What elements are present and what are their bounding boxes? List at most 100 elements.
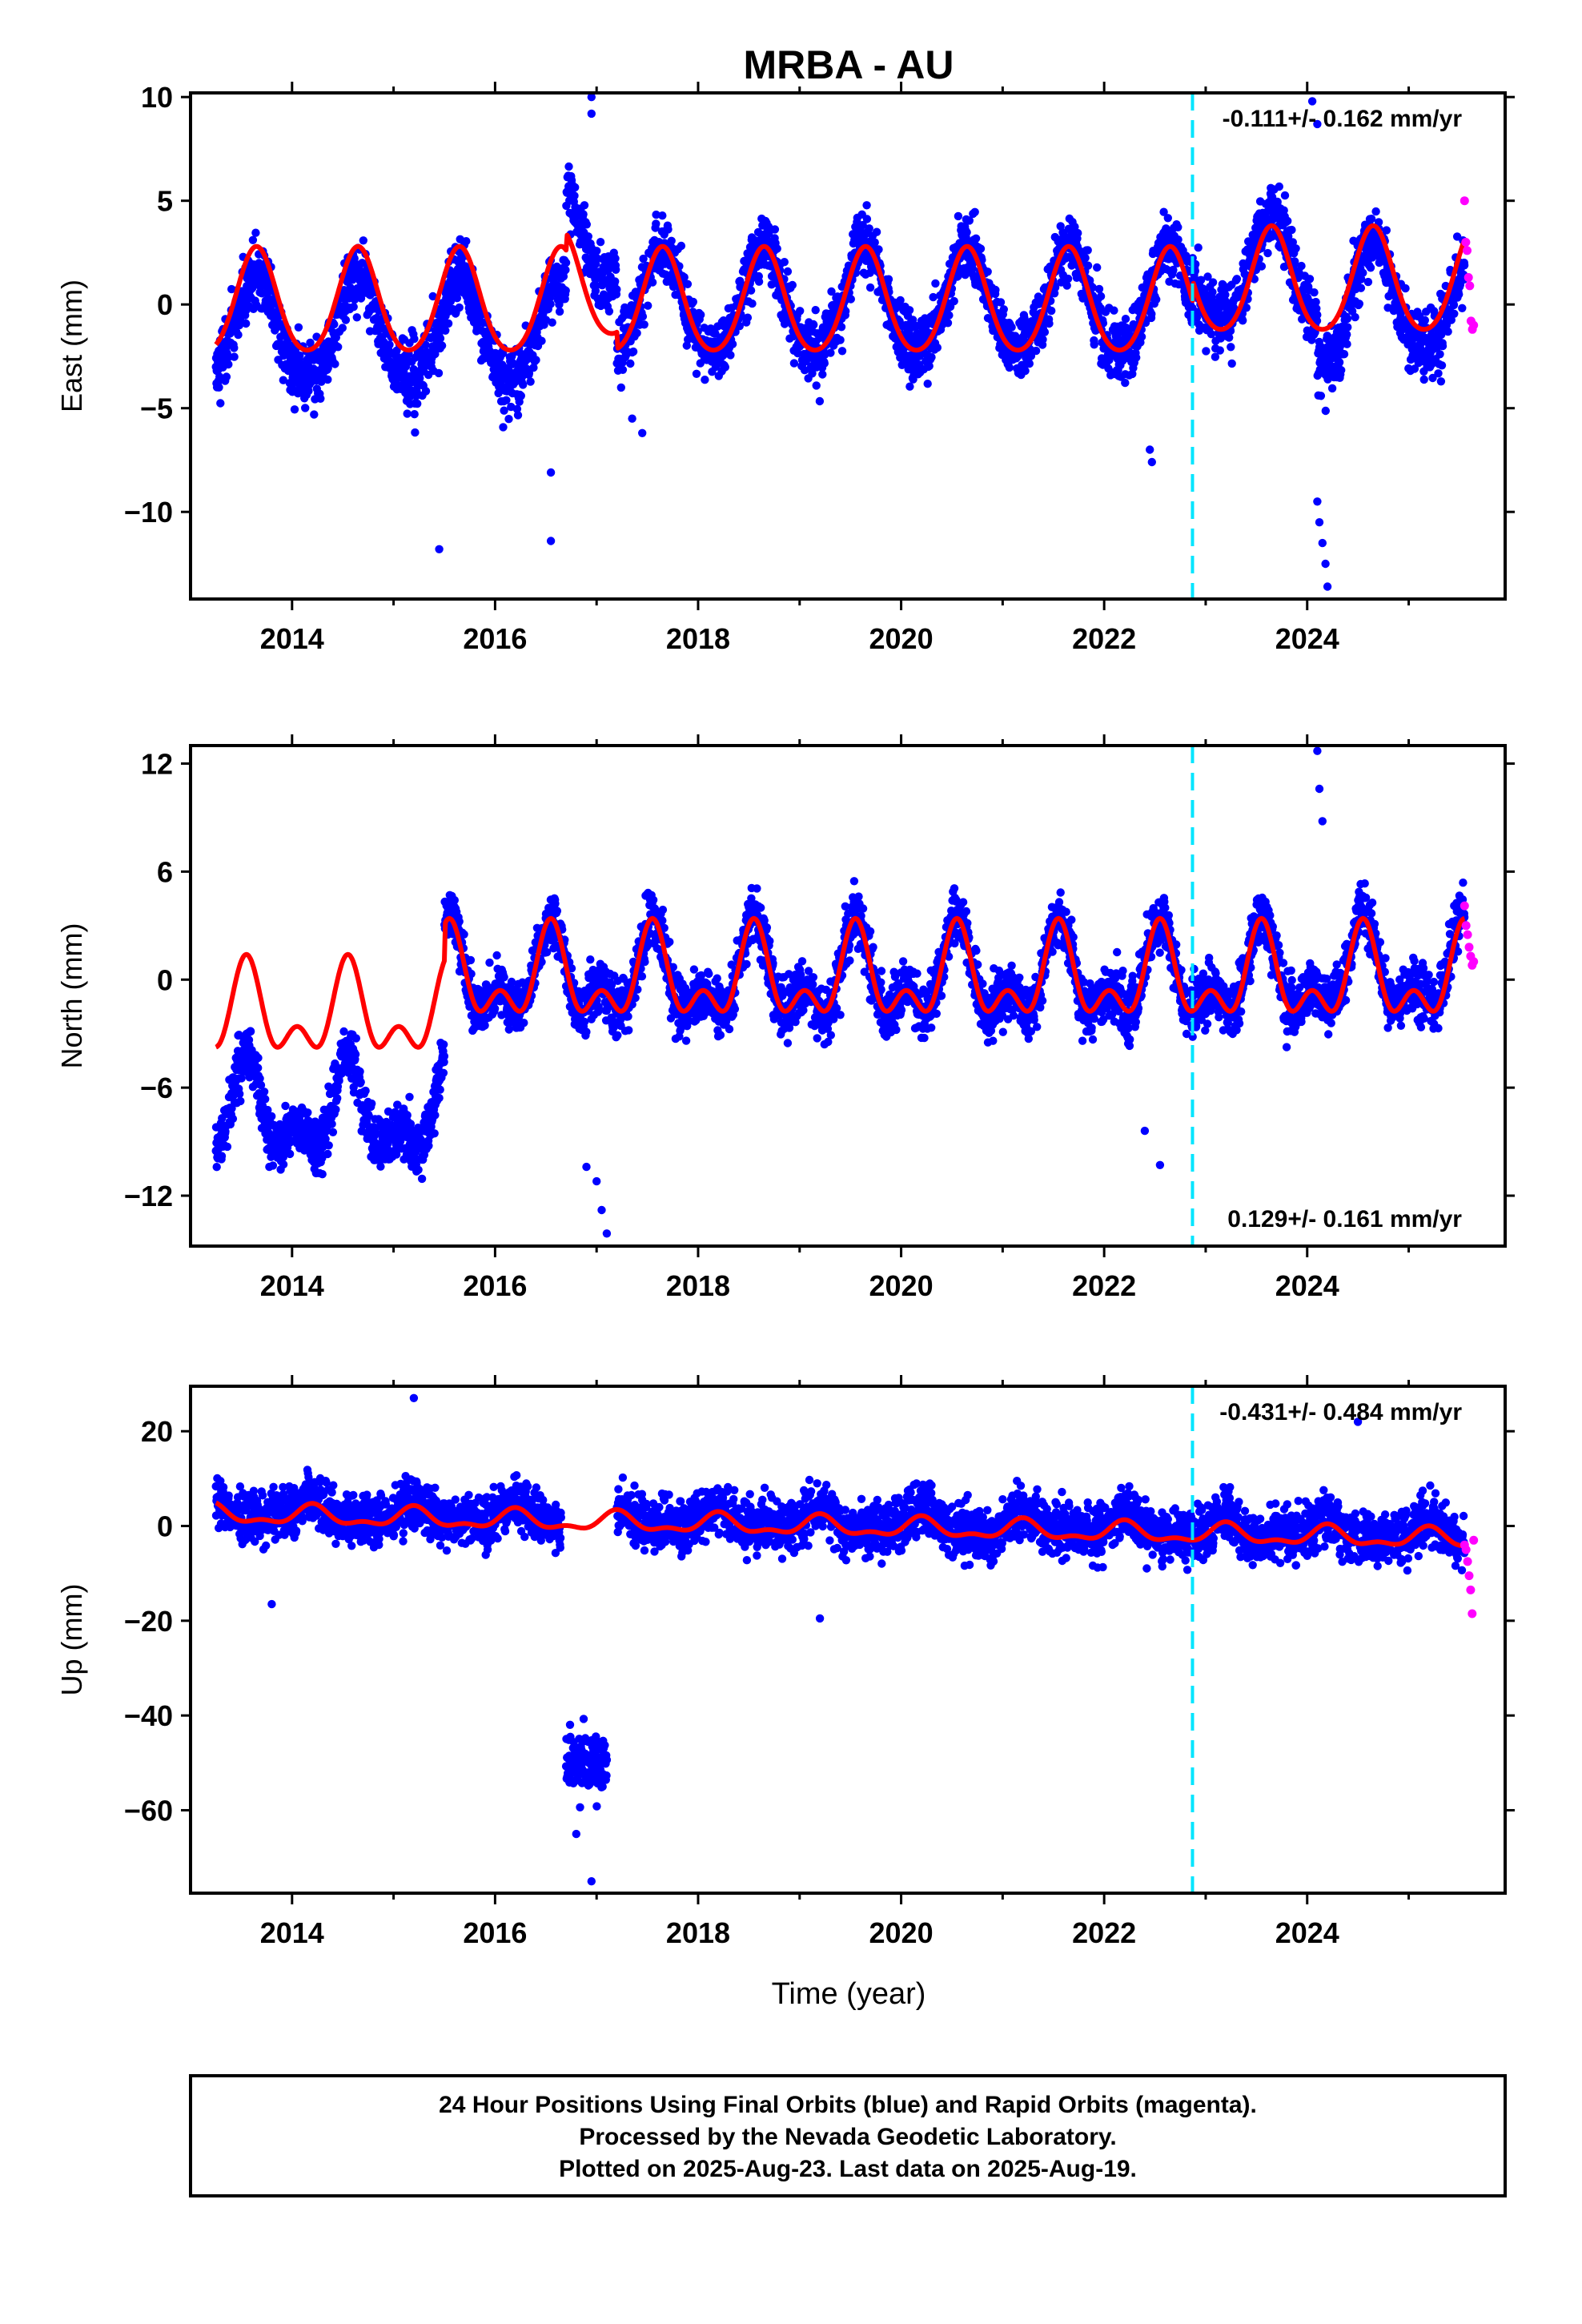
east-final-point [1031,346,1041,356]
east-final-point [991,285,1000,295]
east-final-point [896,296,905,305]
east-final-point [626,359,635,368]
east-final-point [334,343,343,352]
east-final-point [1357,275,1366,283]
east-final-point [338,324,347,332]
east-final-point [294,323,303,332]
north-final-point [267,1112,276,1121]
east-final-point [1366,263,1375,272]
north-final-point [263,1105,272,1115]
east-final-points [211,93,1469,591]
east-final-point [1081,253,1090,263]
east-y-tick-label: −5 [140,392,173,425]
east-final-point [428,292,437,301]
east-final-point [222,372,231,381]
east-final-point [1025,359,1034,368]
east-final-point [331,360,339,368]
east-model-curve [214,223,1468,353]
east-final-point [1279,206,1288,215]
east-final-point [968,264,978,273]
east-final-point [421,340,430,349]
east-final-point [230,344,239,352]
north-final-point [259,1088,269,1096]
east-final-point [1239,316,1247,325]
east-x-tick-label: 2014 [260,622,324,655]
east-final-point [931,279,940,288]
east-final-point [1203,272,1212,281]
east-y-axis-label: East (mm) [55,279,88,412]
east-outlier-point [638,428,647,437]
east-final-point [230,352,239,361]
north-final-point [376,1162,385,1171]
east-final-point [764,222,773,231]
east-final-point [612,265,620,274]
east-final-point [683,279,693,288]
east-final-point [728,340,737,348]
east-final-point [570,191,579,200]
east-final-point [330,320,339,329]
north-final-point [450,895,459,905]
east-final-point [736,276,745,285]
east-final-point [1021,366,1030,376]
east-final-point [667,236,676,245]
east-rapid-point [1469,320,1479,330]
east-x-tick-label: 2024 [1275,622,1339,655]
east-rapid-points [1460,196,1479,334]
east-final-point [1227,359,1236,368]
east-final-point [1110,306,1118,315]
east-final-point [410,410,419,419]
east-final-point [1159,207,1168,216]
east-final-point [215,383,223,392]
east-final-point [1305,275,1315,283]
east-final-point [611,254,620,263]
east-final-point [837,323,846,332]
north-final-point [285,1149,295,1159]
east-final-point [905,306,914,315]
north-final-point [440,1040,448,1049]
east-final-point [592,281,600,290]
east-final-point [962,227,971,237]
east-final-point [310,410,319,419]
east-final-point [1137,332,1146,341]
east-final-point [680,273,689,282]
east-final-point [836,336,845,344]
east-final-point [618,365,628,374]
north-final-point [356,1078,365,1087]
east-final-point [437,341,447,350]
east-final-point [306,338,315,348]
east-final-point [909,316,917,324]
east-outlier-point [1307,97,1317,106]
east-final-point [1275,182,1284,191]
north-final-point [424,1141,433,1151]
east-outlier-point [546,468,556,477]
north-final-point [236,1096,245,1106]
north-final-point [254,1053,263,1063]
east-final-point [1074,228,1082,238]
east-final-point [242,319,251,328]
east-final-point [359,236,367,245]
east-final-point [1194,243,1203,252]
north-final-point [235,1089,244,1099]
east-outlier-point [1313,497,1322,506]
east-outlier-point [1318,538,1327,548]
east-final-point [1450,309,1459,318]
north-final-point [335,1076,343,1085]
east-final-point [1038,335,1047,344]
north-final-point [261,1095,270,1104]
east-final-point [1083,261,1093,270]
north-final-point [254,1063,263,1072]
east-final-point [251,228,260,237]
east-x-tick-label: 2018 [666,622,730,655]
north-final-point [255,1074,264,1084]
east-final-point [1169,265,1178,275]
east-outlier-point [1313,119,1322,129]
east-final-point [524,368,534,378]
east-final-point [529,363,538,372]
east-frame [189,91,1507,601]
east-final-point [945,311,954,320]
east-final-point [789,359,799,368]
east-final-point [905,382,914,391]
east-final-point [1335,358,1344,367]
